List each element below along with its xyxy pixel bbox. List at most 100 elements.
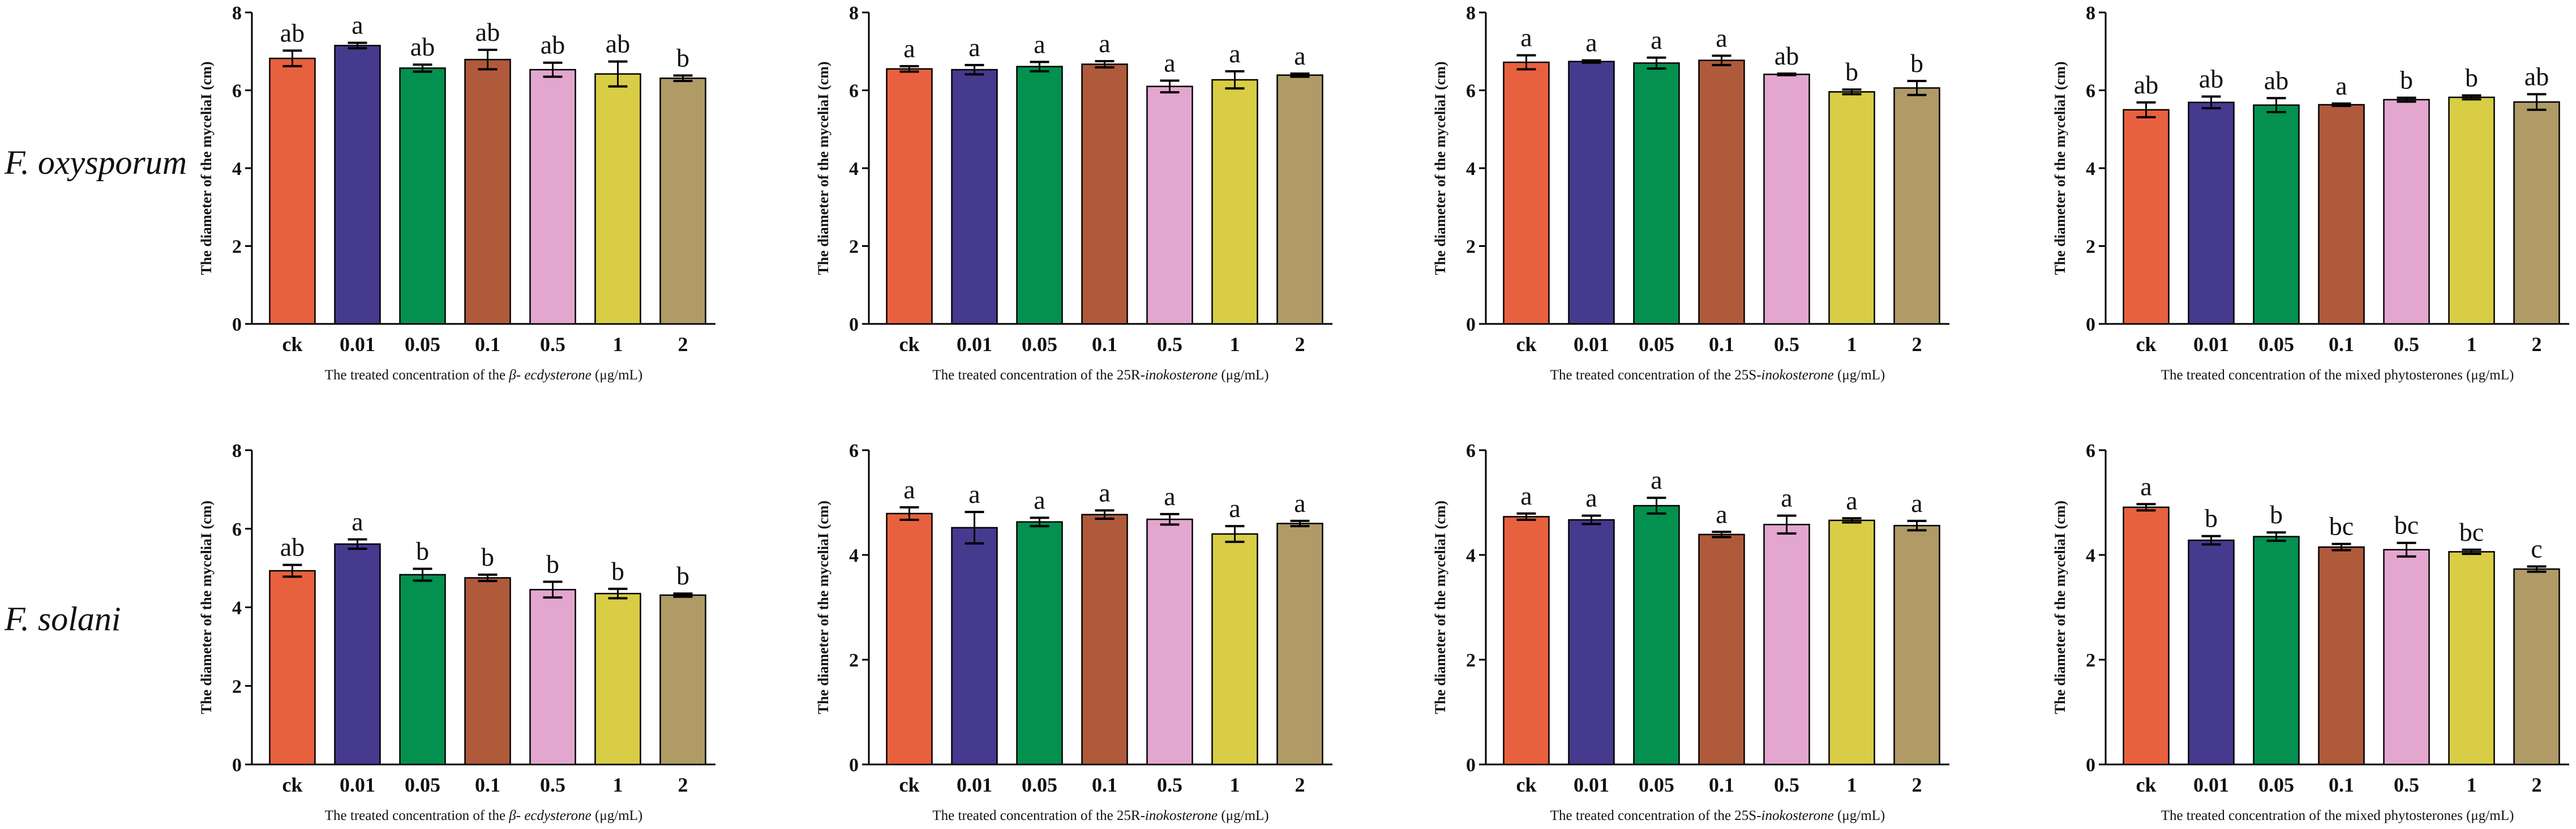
significance-letter: c <box>2531 534 2542 563</box>
chart-panel: 0 2 4 6 The diameter of the myceliaI (cm) a ck… <box>815 441 1332 823</box>
category-label: 2 <box>2532 333 2542 356</box>
y-tick-label: 2 <box>232 676 242 697</box>
y-axis-title: The diameter of the myceliaI (cm) <box>1432 61 1448 275</box>
y-tick-label: 0 <box>232 314 242 335</box>
category-label: 0.05 <box>405 333 440 356</box>
category-label: 2 <box>678 774 688 796</box>
x-axis-title-part: (μg/mL) <box>1218 368 1268 383</box>
category-label: 1 <box>2467 333 2477 356</box>
category-label: 0.5 <box>1774 333 1799 356</box>
chart-panel: 0 2 4 6 The diameter of the myceliaI (cm) a ck… <box>2052 441 2569 823</box>
category-label: 0.5 <box>2394 333 2419 356</box>
significance-letter: a <box>1585 28 1597 57</box>
chart-panel: 0 2 4 6 8 The diameter of the myceliaI (cm) a c… <box>815 3 1332 383</box>
bar <box>334 543 381 766</box>
significance-letter: ab <box>410 32 435 61</box>
y-tick-label: 8 <box>232 3 242 24</box>
category-label: 0.01 <box>957 774 992 796</box>
y-tick-label: 4 <box>849 545 859 566</box>
y-tick-label: 6 <box>849 441 859 461</box>
category-label: 0.05 <box>1639 333 1674 356</box>
significance-letter: b <box>546 549 559 578</box>
significance-letter: b <box>676 43 689 72</box>
bar <box>1568 61 1615 325</box>
y-axis-title: The diameter of the myceliaI (cm) <box>815 501 831 714</box>
bar <box>269 57 316 325</box>
significance-letter: a <box>1164 482 1175 511</box>
significance-letter: a <box>1294 489 1305 518</box>
category-label: 1 <box>1230 774 1240 796</box>
category-label: ck <box>899 333 920 356</box>
x-axis-title-part: (μg/mL) <box>1834 368 1885 383</box>
significance-letter: a <box>1099 478 1110 507</box>
x-axis-title-part: inokosterone <box>1761 808 1834 823</box>
y-tick-label: 4 <box>232 598 242 619</box>
bar <box>464 58 511 325</box>
category-label: 0.05 <box>405 774 440 796</box>
category-label: 0.05 <box>1022 774 1057 796</box>
bar <box>2123 506 2170 766</box>
category-label: 0.01 <box>2193 774 2229 796</box>
category-label: 0.5 <box>540 774 565 796</box>
significance-letter: a <box>1846 486 1857 515</box>
significance-letter: a <box>1651 25 1662 54</box>
bar <box>1698 59 1745 325</box>
significance-letter: a <box>1294 41 1305 70</box>
category-label: 0.1 <box>2329 774 2354 796</box>
x-axis-title-part: inokosterone <box>1145 808 1218 823</box>
y-axis-title: The diameter of the myceliaI (cm) <box>198 501 215 714</box>
significance-letter: b <box>481 542 494 571</box>
y-tick-label: 6 <box>1466 81 1476 102</box>
x-axis-title-part: inokosterone <box>1145 368 1218 383</box>
bar <box>659 594 706 766</box>
category-label: 0.05 <box>1639 774 1674 796</box>
y-tick-label: 6 <box>1466 441 1476 461</box>
category-label: 2 <box>1912 333 1922 356</box>
category-label: 0.5 <box>1157 333 1182 356</box>
significance-letter: bc <box>2459 518 2484 546</box>
bar <box>951 527 998 766</box>
bar <box>1763 524 1810 766</box>
y-tick-label: 8 <box>849 3 859 24</box>
category-label: 0.01 <box>2193 333 2229 356</box>
bar <box>334 45 381 325</box>
significance-letter: ab <box>2134 70 2158 99</box>
bar <box>2448 96 2495 325</box>
y-tick-label: 6 <box>849 81 859 102</box>
row-label-oxysporum: F. oxysporum <box>4 144 187 181</box>
bar <box>1828 91 1875 325</box>
bar <box>529 69 576 325</box>
category-label: 0.1 <box>1092 333 1117 356</box>
bar <box>2123 109 2170 325</box>
bar <box>594 73 641 325</box>
bar <box>1081 514 1128 766</box>
significance-letter: a <box>2335 71 2347 100</box>
x-axis-title: The treated concentration of the β- ecdy… <box>325 808 643 823</box>
x-axis-title-part: inokosterone <box>1761 368 1834 383</box>
x-axis-title: The treated concentration of the 25S-ino… <box>1550 808 1885 823</box>
x-axis-title-part: The treated concentration of the 25S- <box>1550 368 1761 383</box>
y-tick-label: 8 <box>2086 3 2095 24</box>
category-label: 1 <box>1847 333 1857 356</box>
significance-letter: ab <box>2264 66 2288 95</box>
y-tick-label: 6 <box>232 519 242 540</box>
x-axis-title-part: (μg/mL) <box>1834 808 1885 823</box>
bar <box>1276 74 1323 325</box>
bar <box>2253 536 2300 766</box>
category-label: 0.01 <box>1574 774 1609 796</box>
bar <box>1893 524 1940 766</box>
bar <box>2383 549 2430 766</box>
significance-letter: b <box>2400 66 2413 95</box>
bar <box>2448 551 2495 766</box>
significance-letter: a <box>352 11 363 40</box>
bar <box>1016 66 1063 325</box>
bar <box>1081 63 1128 325</box>
y-tick-label: 2 <box>2086 237 2095 258</box>
category-label: ck <box>282 774 303 796</box>
category-label: 1 <box>613 333 623 356</box>
category-label: 0.01 <box>340 333 375 356</box>
category-label: 0.5 <box>1157 774 1182 796</box>
bar <box>464 577 511 766</box>
x-axis-title-part: β- ecdysterone <box>508 808 591 823</box>
